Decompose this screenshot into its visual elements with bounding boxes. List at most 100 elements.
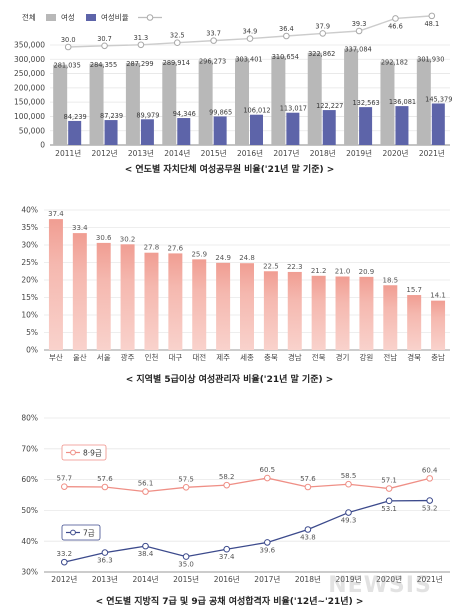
series-point	[264, 539, 271, 546]
bar	[48, 219, 63, 350]
x-tick-label: 2014년	[133, 574, 159, 584]
ratio-point	[210, 37, 217, 44]
bar-total	[125, 62, 140, 146]
series-point	[385, 485, 393, 492]
y-tick-label: 40%	[21, 206, 38, 215]
bar-total-value-label: 289,914	[163, 59, 190, 67]
y-tick-label: 35%	[21, 223, 38, 232]
bar-female	[250, 114, 263, 145]
bar-female-value-label: 94,346	[173, 110, 196, 118]
bar-total-value-label: 287,299	[126, 60, 153, 68]
series-value-label: 43.8	[300, 533, 316, 541]
ratio-point	[283, 32, 290, 40]
bar	[144, 252, 159, 350]
ratio-value-label: 39.3	[352, 20, 367, 28]
series-point	[182, 484, 190, 491]
y-tick-label: 150,000	[14, 98, 45, 107]
series-point	[101, 549, 109, 556]
y-tick-label: 50,000	[19, 126, 45, 135]
series-value-label: 60.5	[260, 466, 276, 474]
bar-value-label: 18.5	[382, 276, 398, 284]
x-tick-label: 전북	[312, 352, 326, 362]
series-value-label: 33.2	[57, 550, 73, 558]
ratio-point	[246, 35, 254, 42]
bar	[287, 271, 302, 350]
bar-total	[380, 61, 395, 146]
series-value-label: 39.6	[260, 546, 276, 554]
legend-swatch-point	[70, 449, 76, 456]
ratio-point	[64, 43, 72, 51]
x-tick-label: 2012년	[92, 148, 118, 158]
ratio-value-label: 36.4	[279, 25, 294, 33]
x-tick-label: 2016년	[237, 148, 263, 158]
bar	[120, 244, 135, 350]
bar-female-value-label: 132,563	[352, 99, 379, 107]
y-tick-label: 30%	[21, 568, 38, 577]
x-tick-label: 2013년	[128, 148, 154, 158]
bar	[407, 295, 422, 350]
series-point	[264, 474, 271, 482]
y-tick-label: 10%	[21, 311, 38, 320]
ratio-value-label: 32.5	[170, 32, 185, 40]
bar-total-value-label: 301,930	[417, 56, 444, 64]
y-tick-label: 50%	[21, 506, 38, 515]
series-point	[304, 526, 312, 533]
bar-female-value-label: 106,012	[243, 107, 270, 115]
y-tick-label: 25%	[21, 258, 38, 267]
bar-female	[395, 106, 409, 145]
bar-total-value-label: 281,035	[54, 62, 81, 70]
ratio-point	[319, 30, 327, 37]
bar	[431, 300, 446, 350]
series-value-label: 56.1	[138, 480, 154, 488]
bar-total-value-label: 292,182	[381, 59, 408, 67]
ratio-point	[101, 42, 108, 50]
series-point	[304, 483, 312, 491]
bar-total	[235, 58, 249, 146]
bar-value-label: 27.6	[168, 244, 184, 252]
bar-value-label: 20.9	[359, 268, 375, 276]
series-value-label: 60.4	[422, 466, 438, 474]
bar	[96, 242, 111, 350]
y-tick-label: 70%	[21, 444, 38, 453]
series-value-label: 36.3	[97, 557, 113, 565]
x-tick-label: 2014년	[164, 148, 190, 158]
series-point	[426, 475, 434, 482]
series-value-label: 37.4	[219, 553, 235, 561]
x-tick-label: 2017년	[273, 148, 299, 158]
bar-total-value-label: 284,355	[90, 61, 117, 69]
x-tick-label: 충북	[264, 353, 278, 362]
x-tick-label: 2018년	[310, 148, 336, 158]
bar-total-value-label: 322,862	[308, 50, 335, 58]
bar-total	[344, 48, 359, 145]
bar-value-label: 21.0	[335, 268, 351, 276]
series-value-label: 57.7	[57, 475, 73, 483]
ratio-value-label: 31.3	[134, 34, 149, 42]
bar-female-value-label: 84,239	[64, 113, 87, 121]
bar-value-label: 30.2	[120, 235, 136, 243]
bar-female	[286, 112, 300, 145]
bar-total	[162, 62, 177, 145]
bar-female	[177, 118, 191, 145]
x-tick-label: 울산	[73, 352, 87, 362]
series-value-label: 58.2	[219, 473, 235, 481]
x-tick-label: 2013년	[92, 574, 118, 584]
bar-female-value-label: 89,979	[136, 111, 159, 119]
y-tick-label: 200,000	[14, 83, 45, 92]
bar-total	[271, 56, 286, 145]
ratio-point	[428, 12, 436, 20]
bar-value-label: 27.8	[144, 244, 160, 252]
y-tick-label: 60%	[21, 475, 38, 484]
bar	[263, 271, 278, 350]
bar	[335, 276, 350, 350]
legend-label-total: 전체	[22, 12, 36, 22]
bar	[168, 253, 183, 350]
series-value-label: 49.3	[341, 517, 357, 525]
series-line	[64, 499, 430, 563]
series-point	[182, 553, 190, 560]
y-tick-label: 20%	[21, 276, 38, 285]
ratio-value-label: 37.9	[315, 22, 330, 30]
x-tick-label: 서울	[97, 353, 111, 362]
bar-female	[431, 103, 445, 145]
bar-total-value-label: 310,654	[272, 53, 299, 61]
